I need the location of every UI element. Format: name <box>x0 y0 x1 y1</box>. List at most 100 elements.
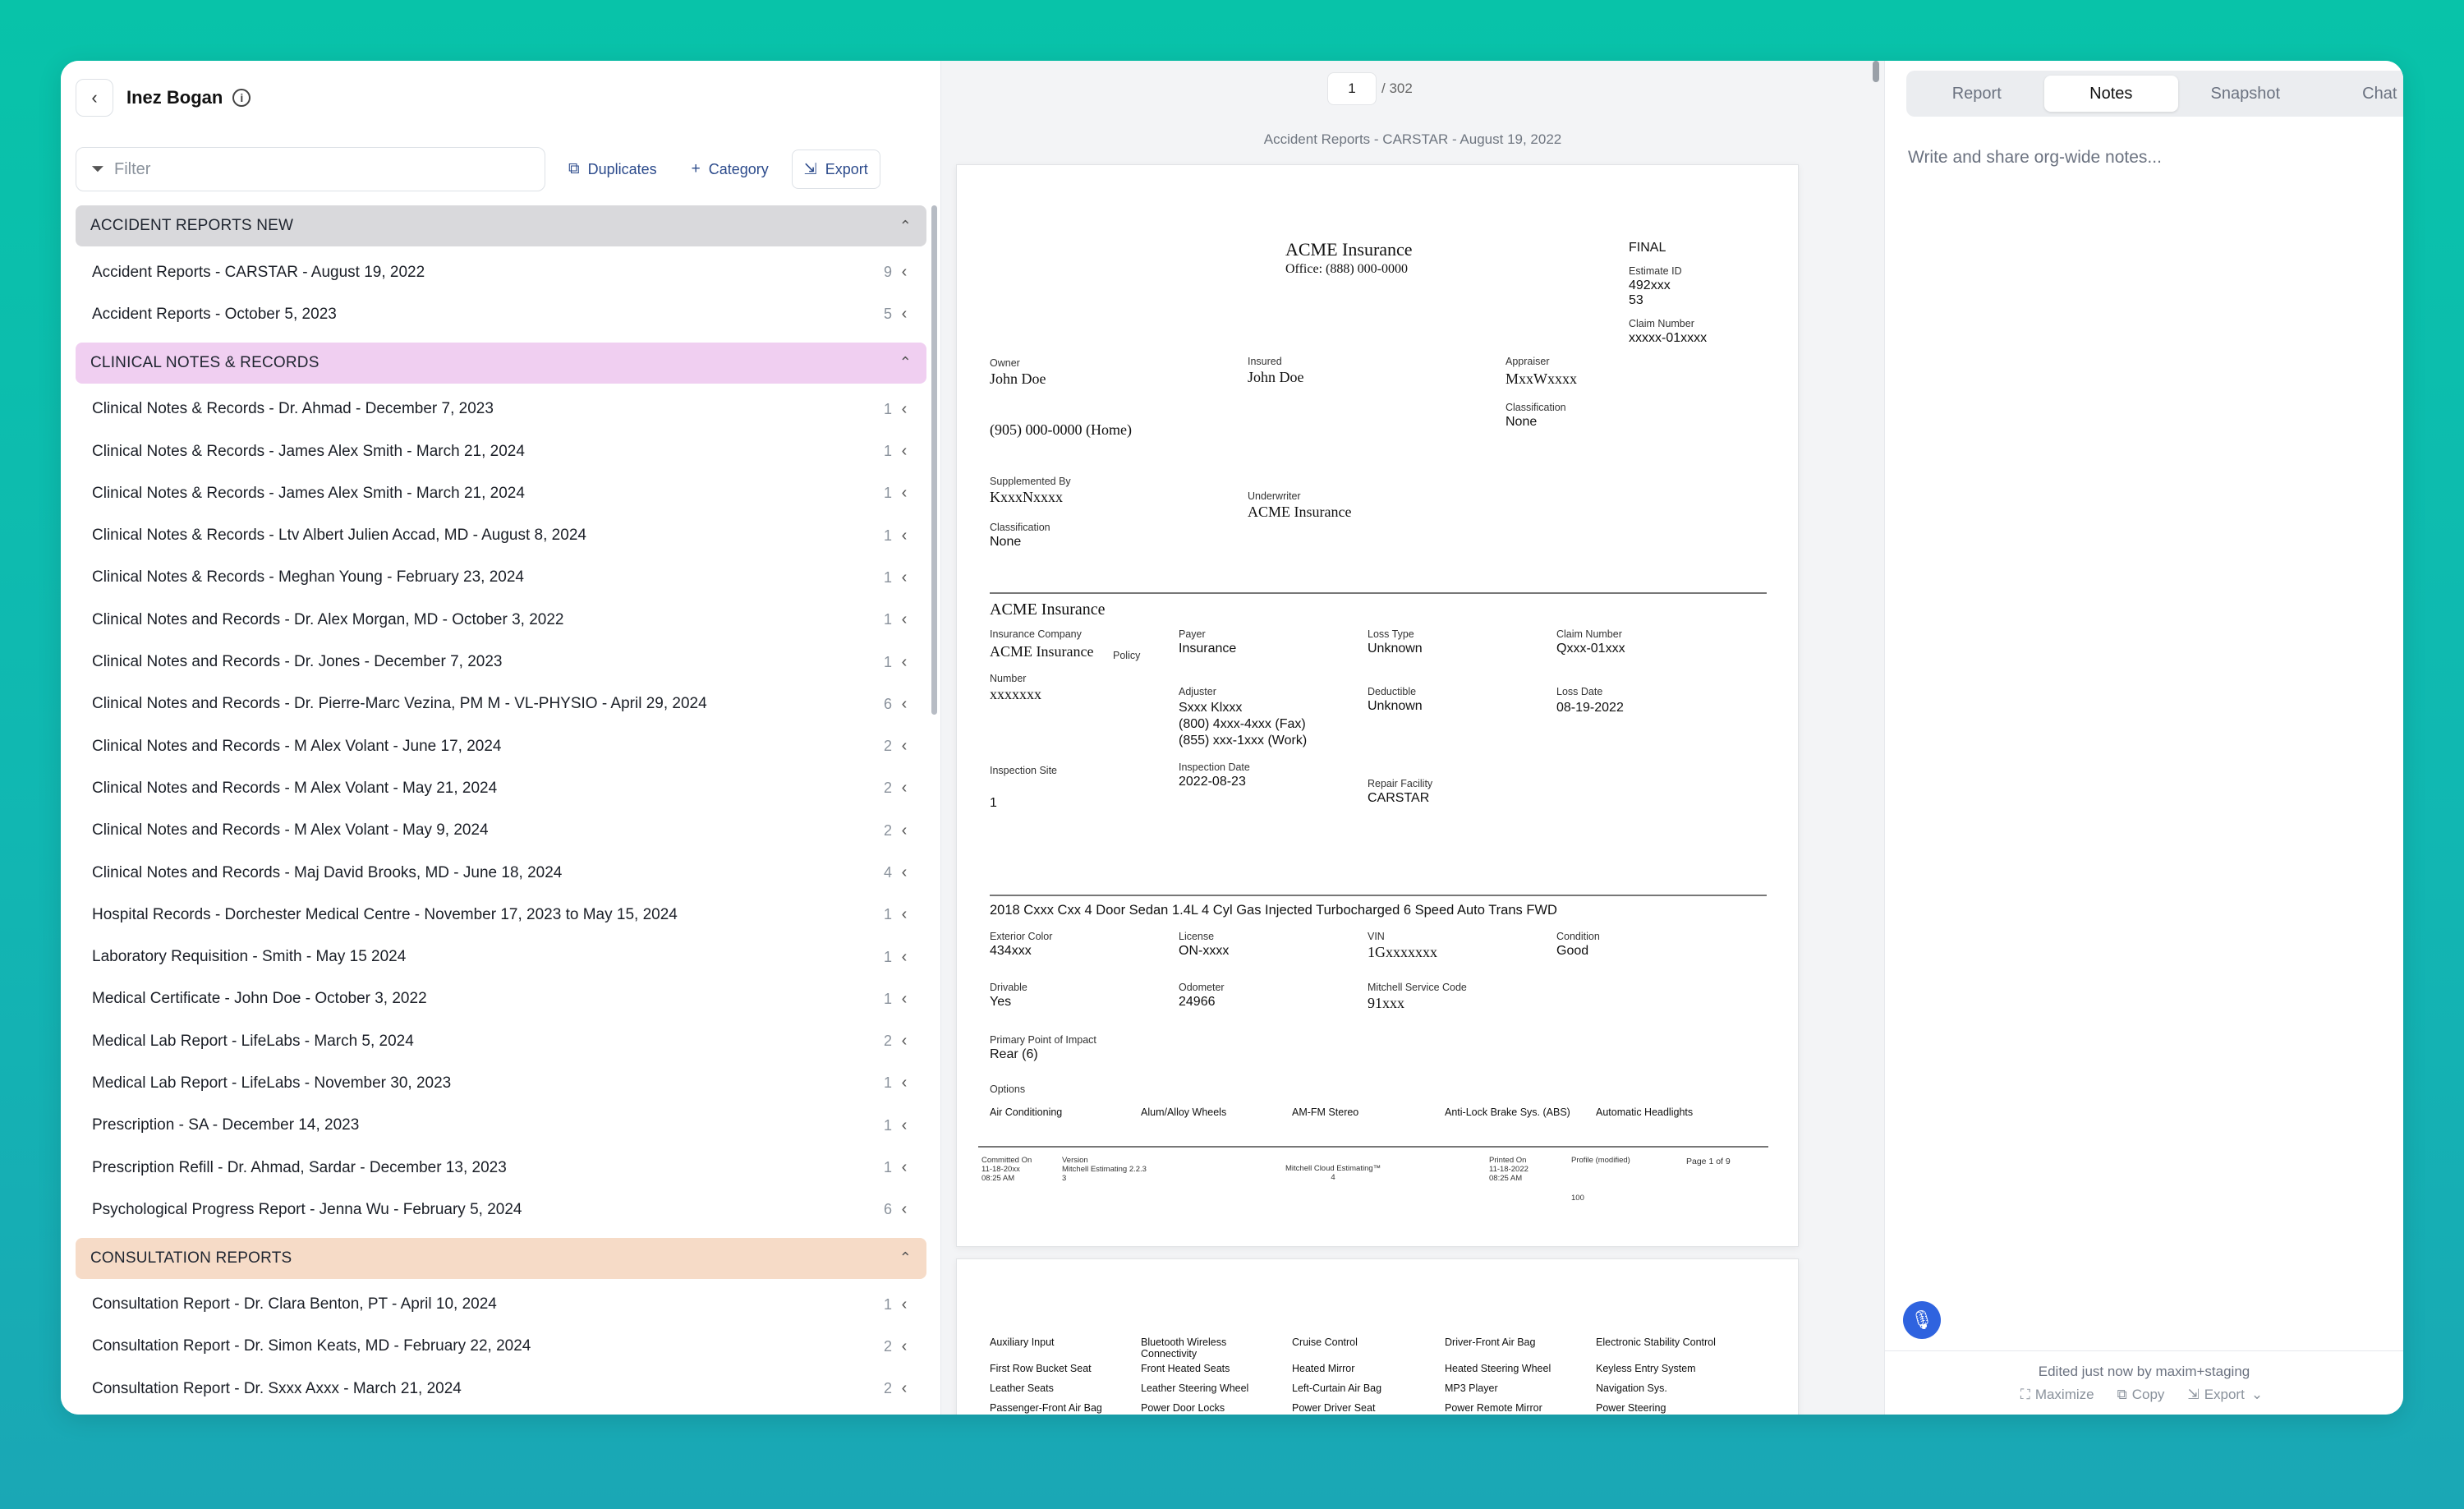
list-scrollbar[interactable] <box>931 205 937 715</box>
option-item: Leather Steering Wheel <box>1141 1382 1249 1394</box>
document-title: Psychological Progress Report - Jenna Wu… <box>92 1200 522 1218</box>
chevron-left-icon[interactable]: ‹ <box>901 1158 908 1177</box>
appraiser-value: MxxWxxxx <box>1506 370 1577 387</box>
add-category-button[interactable]: + Category <box>680 150 780 189</box>
list-item[interactable]: Hospital Records - Dorchester Medical Ce… <box>76 894 926 936</box>
divider <box>990 895 1767 896</box>
list-item[interactable]: Clinical Notes and Records - M Alex Vola… <box>76 725 926 767</box>
list-item[interactable]: Consultation Report - Dr. Simon Keats, M… <box>76 1326 926 1368</box>
category-header[interactable]: ACCIDENT REPORTS NEW ⌃ <box>76 205 926 246</box>
list-item[interactable]: Prescription - SA - December 14, 2023 1 ‹ <box>76 1105 926 1147</box>
list-item[interactable]: Psychological Progress Report - Jenna Wu… <box>76 1189 926 1231</box>
chevron-left-icon[interactable]: ‹ <box>901 1074 908 1093</box>
copy-button[interactable]: ⧉ Copy <box>2117 1387 2165 1402</box>
chevron-left-icon[interactable]: ‹ <box>901 568 908 587</box>
chevron-left-icon[interactable]: ‹ <box>901 905 908 924</box>
back-button[interactable]: ‹ <box>76 79 113 117</box>
chevron-left-icon[interactable]: ‹ <box>901 399 908 418</box>
chevron-left-icon[interactable]: ‹ <box>901 305 908 324</box>
estimate-id-value: 492xxx <box>1629 278 1671 292</box>
category-header[interactable]: CLINICAL NOTES & RECORDS ⌃ <box>76 342 926 384</box>
chevron-left-icon[interactable]: ‹ <box>901 442 908 461</box>
option-item: Auxiliary Input <box>990 1336 1055 1348</box>
ins-company-label: Insurance Company <box>990 628 1082 640</box>
category-header[interactable]: CONSULTATION REPORTS ⌃ <box>76 1237 926 1279</box>
export-button[interactable]: ⇲ Export <box>791 150 880 189</box>
chevron-left-icon[interactable]: ‹ <box>901 821 908 840</box>
tab-snapshot[interactable]: Snapshot <box>2210 84 2280 103</box>
list-item[interactable]: Clinical Notes and Records - Dr. Pierre-… <box>76 683 926 725</box>
divider <box>990 592 1767 594</box>
list-item[interactable]: Clinical Notes & Records - Meghan Young … <box>76 557 926 599</box>
option-item: First Row Bucket Seat <box>990 1363 1092 1374</box>
chevron-left-icon[interactable]: ‹ <box>901 526 908 545</box>
document-title: Clinical Notes & Records - Ltv Albert Ju… <box>92 527 586 545</box>
export-dropdown[interactable]: ⇲ Export ⌄ <box>2187 1387 2264 1402</box>
list-item[interactable]: Prescription Refill - Dr. Ahmad, Sardar … <box>76 1147 926 1189</box>
option-item: Power Driver Seat <box>1292 1402 1376 1414</box>
list-item[interactable]: Clinical Notes & Records - Ltv Albert Ju… <box>76 514 926 556</box>
tab-chat[interactable]: Chat <box>2362 84 2397 103</box>
spacer <box>76 1231 926 1238</box>
document-page-1: ACME Insurance Office: (888) 000-0000 FI… <box>956 164 1799 1247</box>
list-item[interactable]: Clinical Notes and Records - M Alex Vola… <box>76 810 926 852</box>
info-icon[interactable]: i <box>232 89 251 107</box>
page-count: 1 <box>883 443 892 460</box>
chevron-up-icon[interactable]: ⌃ <box>899 1249 912 1267</box>
chevron-left-icon[interactable]: ‹ <box>901 694 908 713</box>
list-item[interactable]: Clinical Notes and Records - M Alex Vola… <box>76 767 926 809</box>
page-count: 1 <box>883 948 892 965</box>
chevron-left-icon[interactable]: ‹ <box>901 779 908 798</box>
document-title: Clinical Notes and Records - Dr. Alex Mo… <box>92 610 564 628</box>
list-item[interactable]: Accident Reports - October 5, 2023 5 ‹ <box>76 293 926 335</box>
chevron-left-icon[interactable]: ‹ <box>901 1336 908 1355</box>
chevron-left-icon[interactable]: ‹ <box>901 1116 908 1134</box>
tab-notes[interactable]: Notes <box>2043 76 2178 112</box>
chevron-left-icon[interactable]: ‹ <box>901 484 908 503</box>
total-pages: / 302 <box>1381 81 1413 96</box>
filter-input[interactable]: ⏷ Filter <box>76 147 545 191</box>
notes-textarea[interactable]: Write and share org-wide notes... <box>1908 148 2162 167</box>
list-item[interactable]: Clinical Notes and Records - Dr. Alex Mo… <box>76 599 926 641</box>
chevron-left-icon[interactable]: ‹ <box>901 863 908 881</box>
list-item[interactable]: Consultation Report - Dr. Sxxx Axxx - Ma… <box>76 1368 926 1410</box>
classification2-value: None <box>990 535 1022 549</box>
chevron-left-icon[interactable]: ‹ <box>901 1379 908 1398</box>
chevron-left-icon[interactable]: ‹ <box>901 989 908 1008</box>
list-item[interactable]: Medical Lab Report - LifeLabs - March 5,… <box>76 1020 926 1062</box>
chevron-up-icon[interactable]: ⌃ <box>899 217 912 234</box>
document-title: Medical Lab Report - LifeLabs - November… <box>92 1074 452 1092</box>
list-item[interactable]: Accident Reports - CARSTAR - August 19, … <box>76 251 926 293</box>
chevron-left-icon[interactable]: ‹ <box>901 737 908 756</box>
viewer-scrollbar[interactable] <box>1873 61 1879 82</box>
list-item[interactable]: Laboratory Requisition - Smith - May 15 … <box>76 936 926 978</box>
list-item[interactable]: Medical Certificate - John Doe - October… <box>76 978 926 1020</box>
chevron-up-icon[interactable]: ⌃ <box>899 354 912 371</box>
chevron-left-icon[interactable]: ‹ <box>901 947 908 966</box>
chevron-left-icon[interactable]: ‹ <box>901 1295 908 1313</box>
inspection-site-label: Inspection Site <box>990 765 1057 776</box>
maximize-button[interactable]: ⛶ Maximize <box>2020 1387 2094 1402</box>
page-count: 2 <box>883 780 892 797</box>
document-title: Clinical Notes and Records - Dr. Pierre-… <box>92 695 707 713</box>
list-item[interactable]: Clinical Notes and Records - Maj David B… <box>76 852 926 894</box>
duplicates-button[interactable]: ⧉ Duplicates <box>557 150 669 189</box>
chevron-left-icon[interactable]: ‹ <box>901 263 908 282</box>
list-item[interactable]: Medical Lab Report - LifeLabs - November… <box>76 1062 926 1104</box>
chevron-left-icon[interactable]: ‹ <box>901 610 908 629</box>
page-number-input[interactable]: 1 <box>1327 72 1377 105</box>
list-item[interactable]: Clinical Notes and Records - Dr. Jones -… <box>76 641 926 683</box>
chevron-left-icon[interactable]: ‹ <box>901 1032 908 1051</box>
document-title: Consultation Report - Dr. Simon Keats, M… <box>92 1337 531 1355</box>
ext-color-label: Exterior Color <box>990 931 1053 942</box>
repair-facility-value: CARSTAR <box>1368 791 1430 805</box>
list-item[interactable]: Clinical Notes & Records - Dr. Ahmad - D… <box>76 389 926 430</box>
chevron-left-icon[interactable]: ‹ <box>901 652 908 671</box>
list-item[interactable]: Clinical Notes & Records - James Alex Sm… <box>76 430 926 472</box>
microphone-button[interactable]: 🎙 <box>1903 1301 1941 1339</box>
list-item[interactable]: Consultation Report - Dr. Clara Benton, … <box>76 1284 926 1326</box>
panel-tabs: Report Notes Snapshot Chat <box>1906 71 2403 117</box>
list-item[interactable]: Clinical Notes & Records - James Alex Sm… <box>76 472 926 514</box>
chevron-left-icon[interactable]: ‹ <box>901 1200 908 1219</box>
tab-report[interactable]: Report <box>1951 84 2002 103</box>
